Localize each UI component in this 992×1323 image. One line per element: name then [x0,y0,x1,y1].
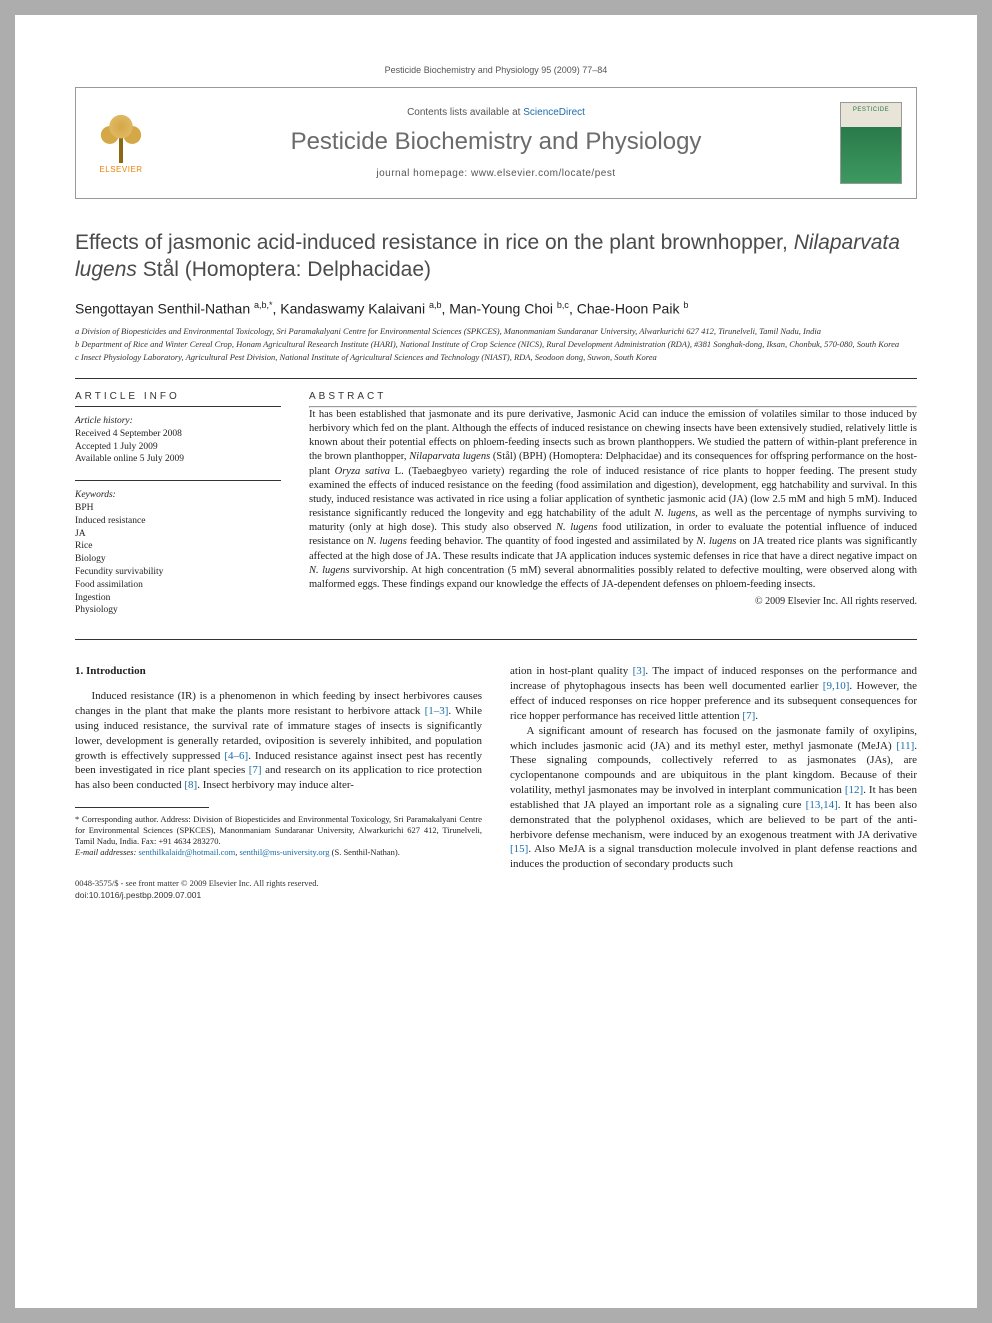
authors-line: Sengottayan Senthil-Nathan a,b,*, Kandas… [75,300,917,317]
email-2[interactable]: senthil@ms-university.org [240,847,330,857]
history-accepted: Accepted 1 July 2009 [75,441,281,454]
intro-paragraph-1-cont: ation in host-plant quality [3]. The imp… [510,664,917,723]
body-column-right: ation in host-plant quality [3]. The imp… [510,664,917,901]
email-tail: (S. Senthil-Nathan). [330,847,400,857]
divider-bottom [75,639,917,640]
page: Pesticide Biochemistry and Physiology 95… [15,15,977,1308]
article-title: Effects of jasmonic acid-induced resista… [75,229,917,284]
journal-header-box: ELSEVIER Contents lists available at Sci… [75,87,917,199]
sciencedirect-link[interactable]: ScienceDirect [523,107,585,118]
homepage-url[interactable]: www.elsevier.com/locate/pest [471,168,616,179]
footnotes: * Corresponding author. Address: Divisio… [75,814,482,858]
body-column-left: 1. Introduction Induced resistance (IR) … [75,664,482,901]
history-online: Available online 5 July 2009 [75,453,281,466]
keyword: Rice [75,540,281,553]
issn-line: 0048-3575/$ - see front matter © 2009 El… [75,878,482,889]
keywords-rule [75,480,281,481]
article-history-block: Article history: Received 4 September 20… [75,415,281,466]
affiliation-a: a Division of Biopesticides and Environm… [75,326,917,338]
homepage-prefix: journal homepage: [376,168,471,179]
body-columns: 1. Introduction Induced resistance (IR) … [75,664,917,901]
contents-available-line: Contents lists available at ScienceDirec… [162,107,830,118]
title-pre: Effects of jasmonic acid-induced resista… [75,231,794,254]
corresponding-author-note: * Corresponding author. Address: Divisio… [75,814,482,847]
abstract-copyright: © 2009 Elsevier Inc. All rights reserved… [309,596,917,607]
keyword: BPH [75,502,281,515]
keyword: Ingestion [75,592,281,605]
doi-line: doi:10.1016/j.pestbp.2009.07.001 [75,890,482,901]
article-info-heading: ARTICLE INFO [75,391,281,402]
contents-prefix: Contents lists available at [407,107,523,118]
article-info-column: ARTICLE INFO Article history: Received 4… [75,391,281,631]
footer-bar: 0048-3575/$ - see front matter © 2009 El… [75,878,482,901]
email-label: E-mail addresses: [75,847,138,857]
journal-homepage-line: journal homepage: www.elsevier.com/locat… [162,168,830,179]
section-1-heading: 1. Introduction [75,664,482,679]
abstract-text: It has been established that jasmonate a… [309,408,917,592]
keyword: Fecundity survivability [75,566,281,579]
abstract-heading: ABSTRACT [309,391,917,402]
affiliations: a Division of Biopesticides and Environm… [75,326,917,364]
elsevier-logo: ELSEVIER [90,107,152,179]
affiliation-b: b Department of Rice and Winter Cereal C… [75,339,917,351]
elsevier-tree-icon [93,107,149,163]
history-received: Received 4 September 2008 [75,428,281,441]
meta-abstract-row: ARTICLE INFO Article history: Received 4… [75,391,917,631]
title-post: Stål (Homoptera: Delphacidae) [137,258,431,281]
email-1[interactable]: senthilkalaidr@hotmail.com [138,847,235,857]
journal-cover-thumbnail [840,102,902,184]
running-header: Pesticide Biochemistry and Physiology 95… [75,65,917,75]
affiliation-c: c Insect Physiology Laboratory, Agricult… [75,352,917,364]
intro-paragraph-1: Induced resistance (IR) is a phenomenon … [75,689,482,793]
keyword: Physiology [75,604,281,617]
divider-top [75,378,917,379]
history-label: Article history: [75,415,281,428]
elsevier-label: ELSEVIER [99,165,142,174]
intro-paragraph-2: A significant amount of research has foc… [510,724,917,872]
keyword: Induced resistance [75,515,281,528]
email-line: E-mail addresses: senthilkalaidr@hotmail… [75,847,482,858]
article-info-rule [75,406,281,407]
header-center: Contents lists available at ScienceDirec… [152,107,840,179]
journal-title: Pesticide Biochemistry and Physiology [162,128,830,156]
abstract-column: ABSTRACT It has been established that ja… [309,391,917,631]
keyword: Biology [75,553,281,566]
footnote-divider [75,807,209,808]
keyword: Food assimilation [75,579,281,592]
keywords-block: Keywords: BPH Induced resistance JA Rice… [75,489,281,617]
keyword: JA [75,528,281,541]
keywords-label: Keywords: [75,489,281,502]
